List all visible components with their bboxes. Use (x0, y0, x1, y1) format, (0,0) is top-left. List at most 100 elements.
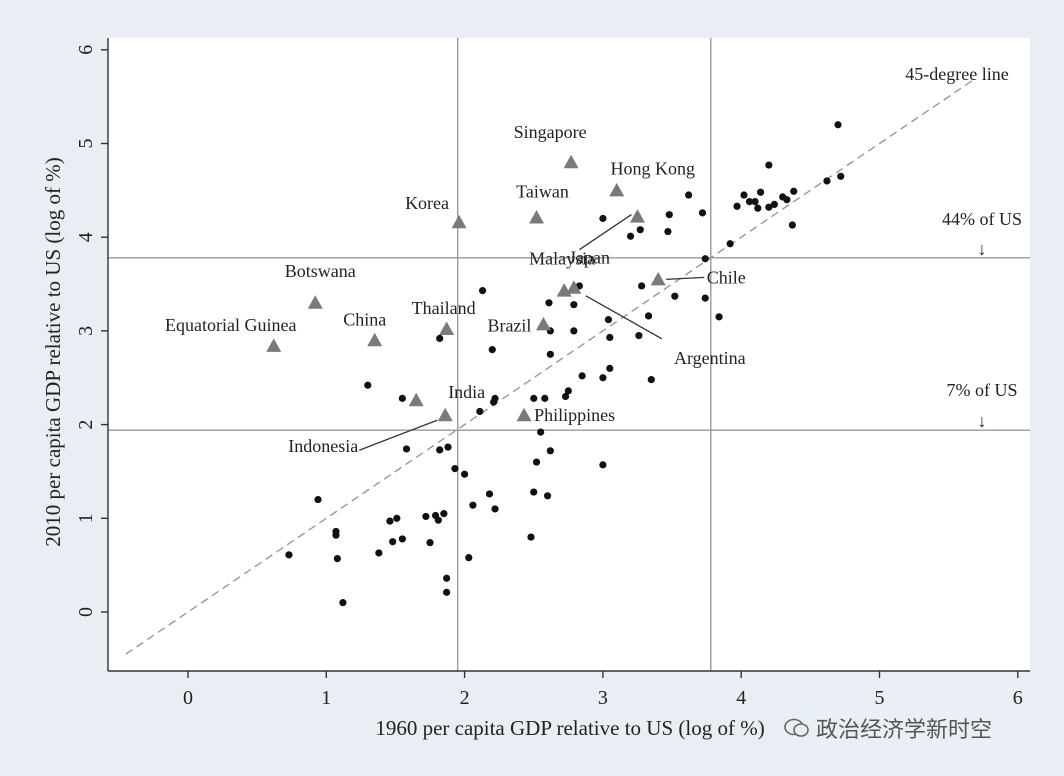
data-point (636, 226, 644, 234)
data-point (770, 200, 778, 209)
data-point (570, 301, 578, 309)
highlight-marker-equatorial-guinea (266, 338, 282, 352)
x-tick-label: 5 (875, 687, 885, 709)
highlight-marker-singapore (563, 154, 579, 169)
x-tick-label: 2 (460, 687, 470, 709)
data-point (537, 428, 545, 436)
country-label: Korea (405, 193, 449, 213)
highlight-marker-korea (451, 214, 467, 229)
highlight-marker-indonesia (437, 407, 453, 422)
forty-five-degree-label: 45-degree line (905, 64, 1008, 84)
country-label: Chile (707, 267, 746, 287)
watermark-text: 政治经济学新时空 (816, 718, 993, 743)
data-point (740, 191, 748, 199)
data-point (461, 470, 469, 478)
data-point (393, 514, 401, 522)
data-point (635, 331, 643, 340)
data-point (701, 255, 709, 263)
data-point (434, 516, 442, 524)
data-point (436, 334, 444, 342)
data-point (375, 549, 383, 557)
leader-line (359, 419, 438, 451)
data-point (426, 539, 434, 547)
data-point (578, 372, 586, 380)
country-label: Indonesia (288, 436, 358, 456)
data-point (599, 374, 607, 382)
leader-line (579, 214, 632, 251)
data-point (402, 445, 411, 453)
data-point (626, 232, 635, 240)
highlight-marker-japan (629, 209, 645, 223)
data-point (490, 398, 498, 406)
data-point (386, 517, 394, 525)
y-tick-label: 6 (75, 45, 97, 55)
data-point (664, 227, 672, 236)
data-point (443, 574, 451, 582)
leader-line (585, 295, 663, 340)
data-point (733, 202, 741, 210)
data-point (364, 381, 372, 389)
highlight-marker-india (408, 392, 424, 407)
data-point (527, 533, 535, 541)
y-tick-label: 0 (75, 607, 97, 617)
data-point (638, 282, 646, 290)
data-point (485, 490, 494, 498)
data-point (665, 211, 673, 219)
data-point (488, 346, 496, 354)
data-point (756, 188, 765, 196)
data-point (422, 512, 430, 521)
data-point (478, 287, 487, 295)
data-point (606, 333, 614, 342)
threshold-label-44: 44% of US (942, 209, 1022, 229)
data-point (790, 187, 798, 195)
y-tick-label: 1 (75, 513, 97, 523)
data-point (715, 313, 723, 321)
data-point (532, 458, 541, 466)
data-point (644, 312, 653, 320)
data-point (530, 488, 538, 496)
x-tick-label: 1 (321, 687, 331, 709)
data-point (564, 387, 572, 395)
country-label: Taiwan (516, 182, 569, 202)
y-tick-label: 3 (75, 326, 97, 336)
data-point (671, 292, 679, 300)
country-label: Equatorial Guinea (165, 315, 296, 335)
data-point (398, 535, 406, 543)
country-label: Singapore (514, 122, 587, 142)
x-tick-label: 6 (1013, 687, 1023, 709)
data-point (440, 510, 448, 518)
data-point (834, 121, 842, 129)
threshold-label-7: 7% of US (947, 380, 1018, 400)
country-label: Brazil (487, 315, 531, 335)
country-label: Japan (569, 248, 610, 268)
data-point (754, 204, 762, 212)
data-point (599, 461, 607, 469)
country-label: Botswana (285, 261, 356, 281)
country-label: Philippines (534, 405, 615, 425)
data-point (765, 161, 773, 169)
leader-line (666, 276, 705, 281)
watermark: 政治经济学新时空 (780, 712, 999, 744)
data-point (285, 551, 293, 559)
x-axis-title: 1960 per capita GDP relative to US (log … (375, 716, 764, 740)
y-tick-label: 2 (75, 420, 97, 430)
arrow-down-icon: ↓ (978, 239, 987, 259)
data-point (604, 316, 613, 324)
country-label: China (343, 309, 386, 329)
data-point (530, 394, 538, 402)
data-point (476, 407, 484, 416)
data-point (398, 394, 406, 402)
highlight-marker-hong-kong (609, 182, 625, 197)
data-point (783, 196, 791, 204)
data-point (332, 531, 340, 539)
data-point (561, 392, 570, 401)
arrow-down-icon: ↓ (978, 411, 987, 431)
data-point (698, 209, 707, 217)
data-point (745, 197, 754, 206)
highlight-marker-taiwan (529, 210, 545, 224)
highlight-marker-argentina (566, 280, 582, 294)
data-point (451, 465, 459, 473)
data-point (751, 197, 759, 206)
data-point (823, 177, 831, 185)
